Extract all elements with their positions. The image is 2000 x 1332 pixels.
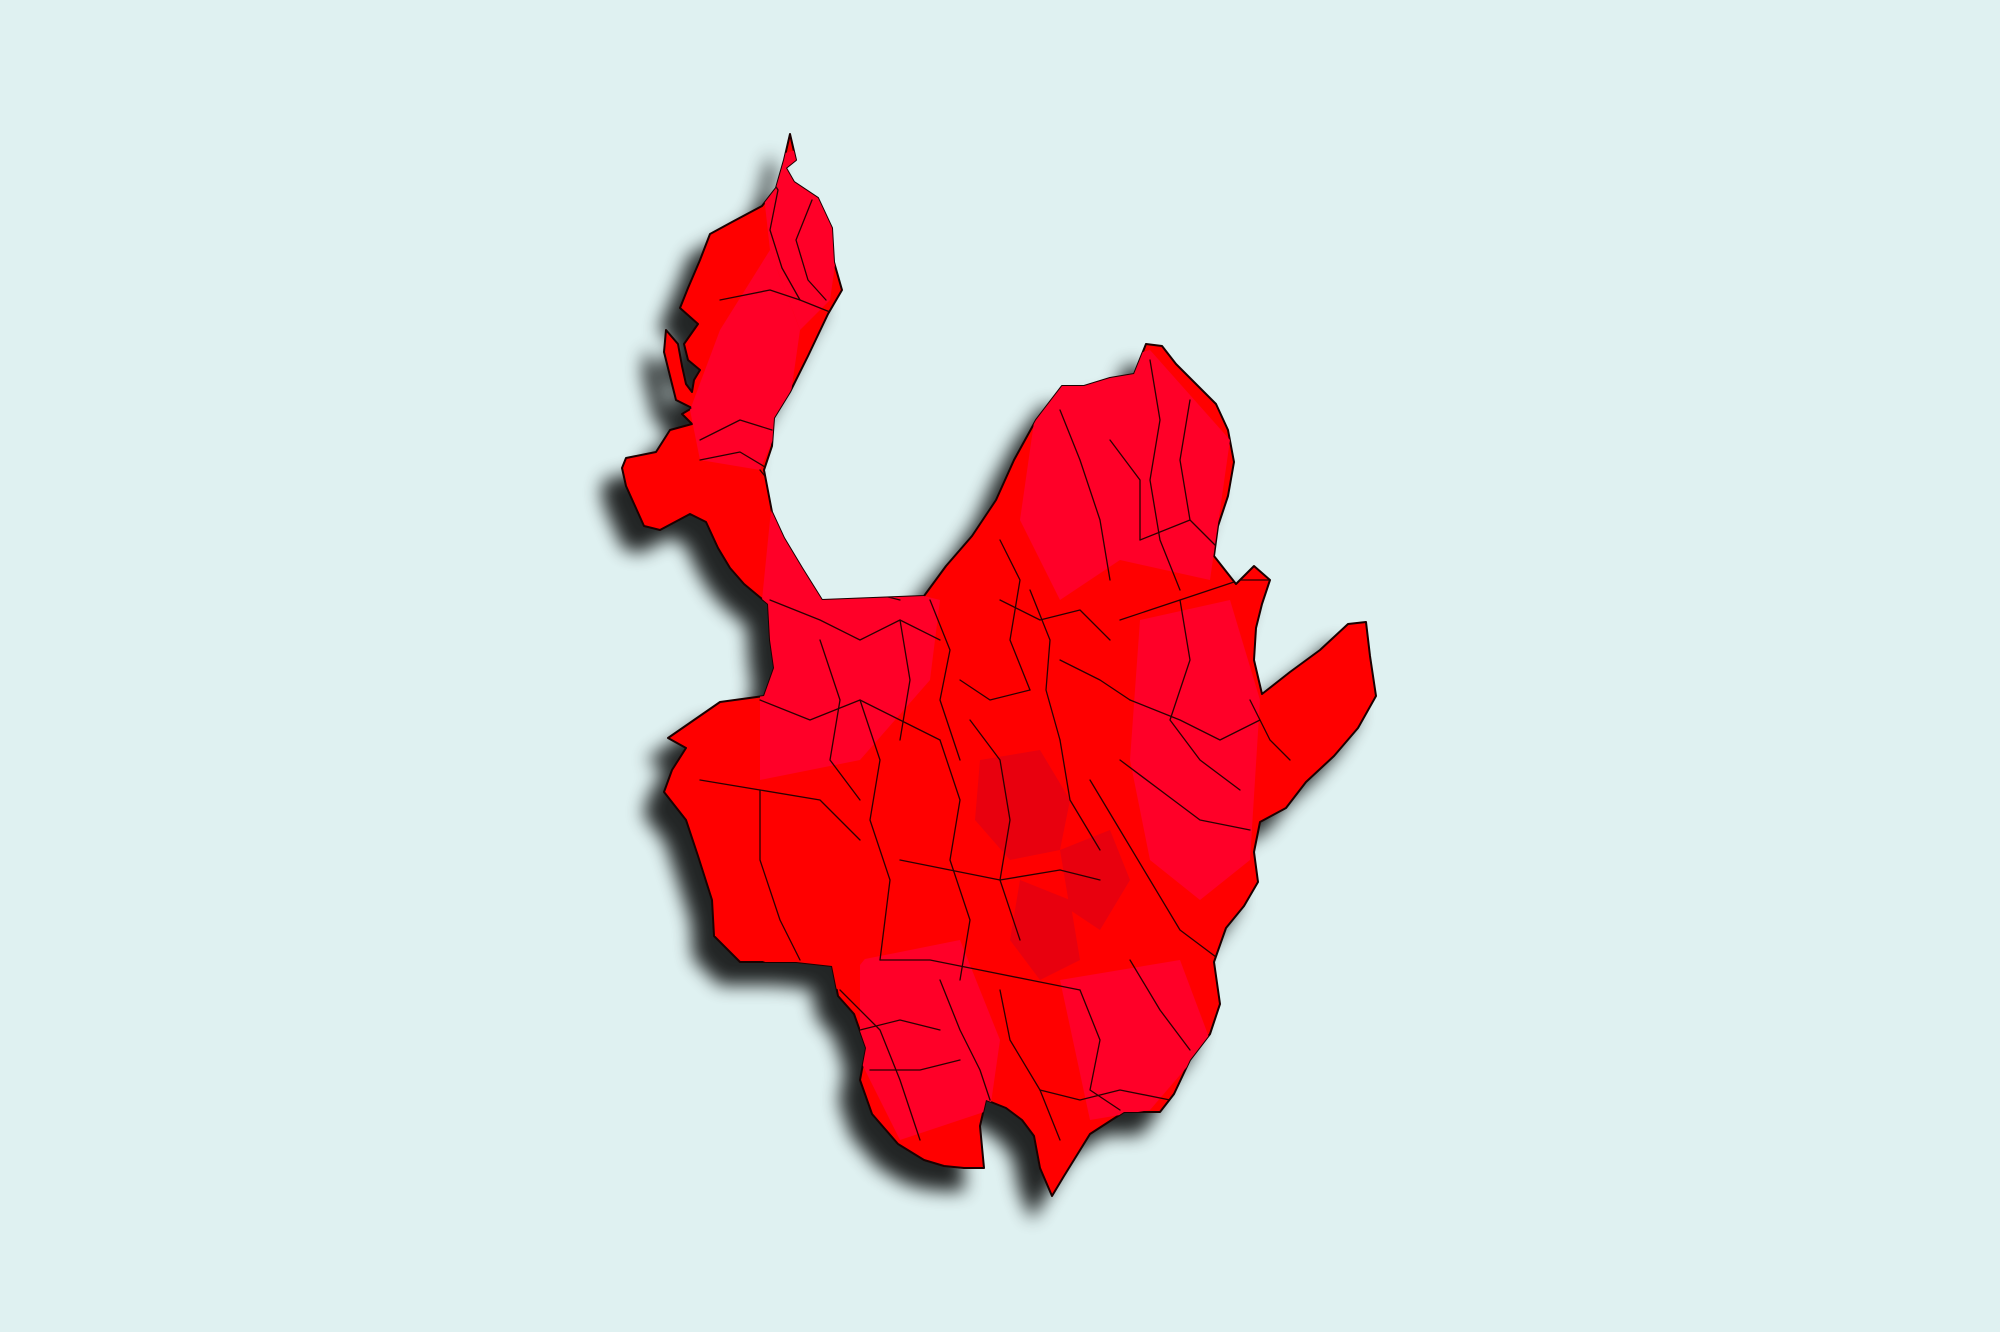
- subregion-central-core: [975, 750, 1070, 860]
- region-outline: [621, 133, 1377, 1197]
- subregion-south-central: [860, 940, 1000, 1140]
- subregion-south-east: [1060, 960, 1210, 1120]
- subregion-east: [1130, 600, 1260, 900]
- subregion-north-coast: [690, 250, 800, 470]
- subregion-fills: [690, 150, 1260, 1140]
- region-landmass: [621, 133, 1377, 1197]
- subregion-northeast: [1020, 350, 1230, 600]
- subregion-central-south: [1010, 880, 1080, 980]
- subregion-southwest: [700, 800, 880, 990]
- subregion-central-east: [1060, 830, 1130, 930]
